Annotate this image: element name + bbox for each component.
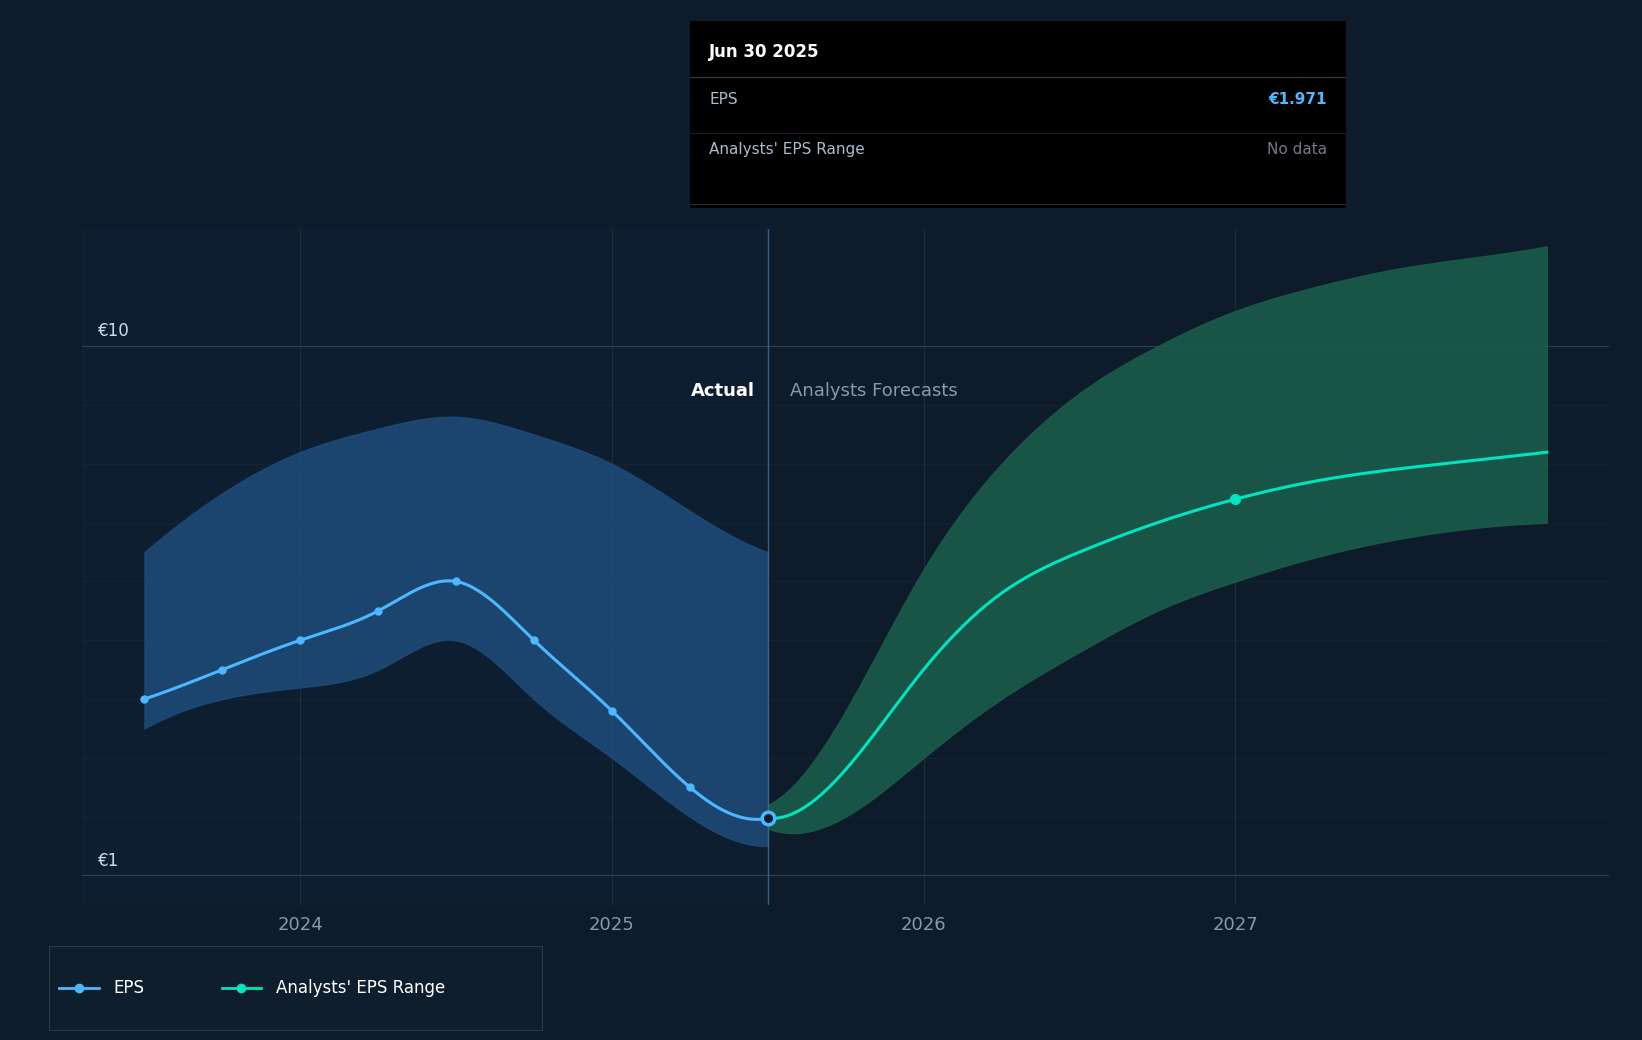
Text: Analysts Forecasts: Analysts Forecasts [790,382,957,399]
Text: EPS: EPS [113,979,144,997]
Text: No data: No data [1266,142,1327,157]
Text: Actual: Actual [691,382,755,399]
Bar [82,229,768,905]
Text: €1: €1 [97,852,118,869]
Text: Analysts' EPS Range: Analysts' EPS Range [276,979,445,997]
Text: €1.971: €1.971 [1268,92,1327,107]
Text: Analysts' EPS Range: Analysts' EPS Range [709,142,865,157]
Text: €10: €10 [97,322,130,340]
Text: EPS: EPS [709,92,737,107]
Text: Jun 30 2025: Jun 30 2025 [709,44,819,61]
